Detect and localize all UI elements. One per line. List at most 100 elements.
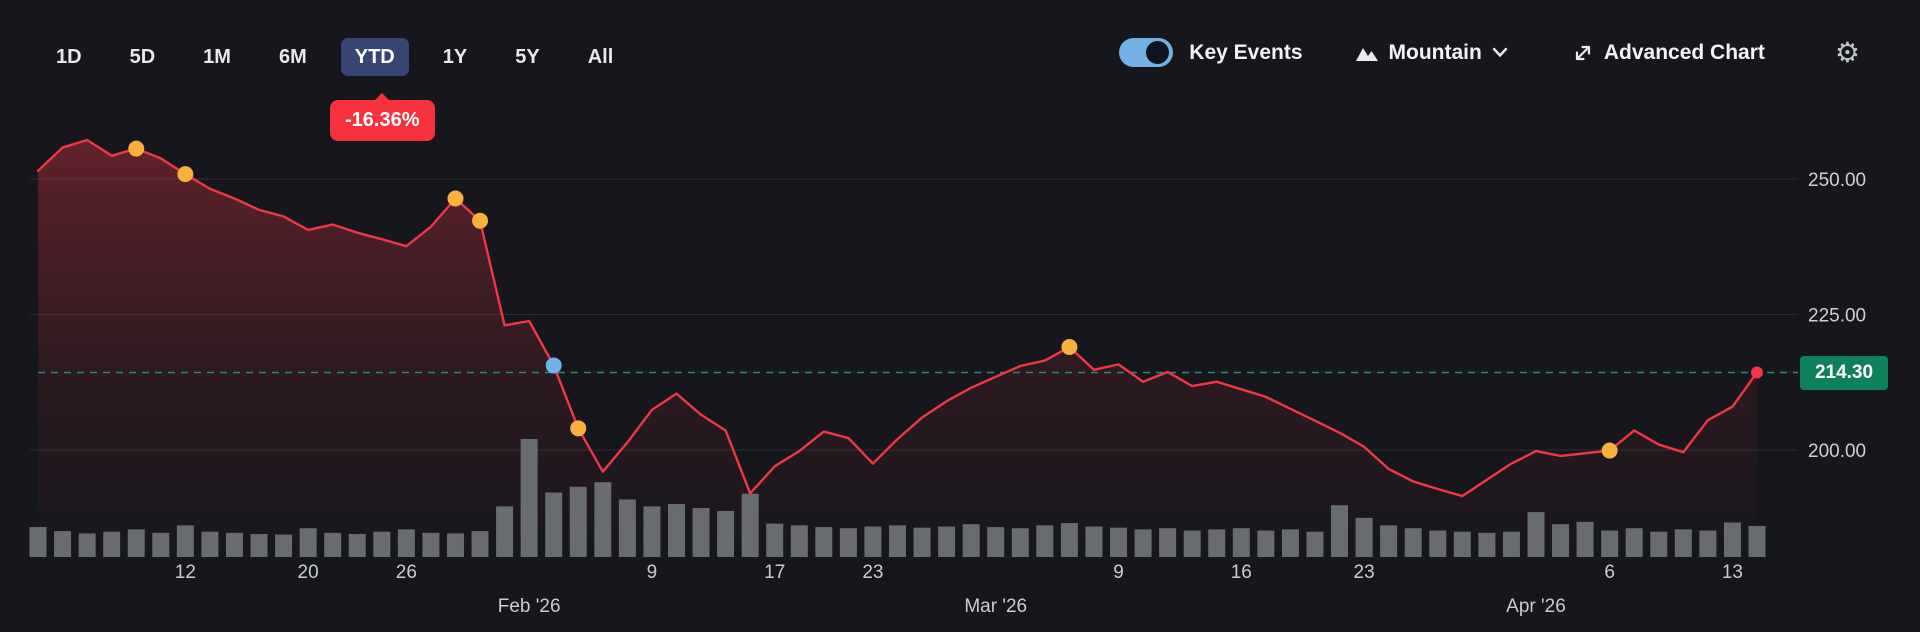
volume-bar (889, 525, 906, 557)
volume-bar (1576, 521, 1594, 557)
volume-bar (790, 525, 808, 557)
volume-bar (913, 527, 931, 557)
volume-bar (225, 532, 243, 557)
x-axis-label: 16 (1231, 562, 1252, 583)
volume-bar (1085, 526, 1103, 557)
volume-bar (1723, 522, 1741, 557)
x-axis-label: 9 (647, 562, 658, 583)
volume-bar (1527, 512, 1545, 557)
volume-bar (1429, 530, 1447, 557)
x-axis-label: 23 (862, 562, 883, 583)
volume-bar (299, 528, 317, 557)
volume-bar (741, 493, 759, 557)
y-axis-label: 250.00 (1808, 170, 1866, 191)
range-1d-button[interactable]: 1D (42, 38, 96, 76)
volume-bar (1257, 530, 1275, 557)
volume-bar (1183, 530, 1201, 557)
volume-bar (864, 526, 882, 557)
volume-bar (1011, 528, 1029, 557)
volume-bar (545, 492, 563, 557)
volume-bar (1625, 528, 1643, 557)
volume-bar (717, 510, 735, 557)
volume-bar (962, 524, 980, 557)
volume-bar (1208, 529, 1226, 557)
x-axis-label: 13 (1722, 562, 1743, 583)
volume-bar (938, 526, 956, 557)
volume-bar (373, 531, 391, 557)
chart-type-dropdown[interactable]: Mountain (1355, 41, 1508, 65)
toggle-knob (1146, 41, 1170, 64)
price-line (36, 138, 1759, 498)
y-axis-label: 225.00 (1808, 306, 1866, 327)
range-6m-button[interactable]: 6M (265, 38, 321, 76)
ytd-change-badge: -16.36% (330, 93, 435, 141)
price-area-fill (38, 139, 1757, 557)
volume-bar (29, 527, 47, 557)
range-5d-button[interactable]: 5D (116, 38, 170, 76)
volume-bar (1281, 529, 1299, 557)
x-axis-label: 9 (1113, 562, 1124, 583)
volume-bar (176, 525, 194, 557)
volume-bar (987, 527, 1005, 557)
volume-bar (1380, 525, 1398, 557)
key-event-dot-yellow[interactable] (570, 420, 587, 437)
volume-bar (815, 527, 833, 557)
chart-type-label: Mountain (1388, 40, 1482, 64)
range-1m-button[interactable]: 1M (189, 38, 245, 76)
key-event-dot-yellow[interactable] (1601, 442, 1618, 459)
key-event-dot-yellow[interactable] (128, 140, 145, 157)
x-axis-month-label: Feb '26 (498, 596, 561, 617)
volume-bar (1502, 531, 1520, 557)
volume-bar (618, 499, 636, 557)
volume-bar (1060, 523, 1078, 557)
volume-bar (1036, 525, 1054, 557)
volume-bar (152, 532, 170, 557)
x-axis-label: 23 (1354, 562, 1375, 583)
y-axis-label: 200.00 (1808, 441, 1866, 462)
key-events-toggle[interactable] (1119, 38, 1174, 67)
volume-bar (1232, 528, 1250, 557)
advanced-chart-button[interactable]: Advanced Chart (1572, 41, 1765, 65)
key-events-label: Key Events (1189, 40, 1303, 64)
key-event-dot-yellow[interactable] (447, 190, 464, 207)
volume-bar (1674, 529, 1692, 557)
current-price-badge: 214.30 (1800, 356, 1888, 390)
last-price-dot (1751, 366, 1763, 379)
key-event-dot-yellow[interactable] (177, 166, 194, 183)
key-event-dot-yellow[interactable] (472, 212, 489, 229)
volume-bar (1601, 530, 1619, 557)
volume-bar (594, 482, 612, 557)
volume-bar (1134, 529, 1152, 557)
volume-bar (1478, 532, 1496, 557)
volume-bar (397, 529, 415, 557)
settings-gear-icon[interactable]: ⚙ (1834, 36, 1860, 68)
x-axis-label: 26 (396, 562, 417, 583)
volume-bar (422, 532, 440, 557)
volume-bar (54, 531, 72, 557)
volume-bar (324, 532, 342, 557)
volume-bar (496, 506, 514, 557)
range-ytd-button[interactable]: YTD (340, 38, 409, 76)
volume-bar (1331, 505, 1349, 557)
expand-arrow-icon (1572, 42, 1594, 64)
range-all-button[interactable]: All (574, 38, 628, 76)
volume-bar (569, 486, 587, 557)
volume-bar (1306, 531, 1324, 557)
volume-bar (1552, 524, 1570, 557)
range-1y-button[interactable]: 1Y (429, 38, 481, 76)
volume-bar (839, 528, 857, 557)
volume-bar (103, 531, 121, 557)
volume-bar (643, 506, 661, 557)
x-axis-label: 12 (175, 562, 196, 583)
volume-bar (250, 533, 268, 557)
volume-bar (348, 533, 366, 557)
key-event-dot-yellow[interactable] (1061, 339, 1078, 356)
mountain-chart-icon (1355, 44, 1379, 62)
key-event-dot-blue[interactable] (545, 357, 562, 374)
x-axis-month-label: Mar '26 (964, 596, 1027, 617)
chevron-down-icon (1492, 47, 1508, 58)
range-5y-button[interactable]: 5Y (501, 38, 553, 76)
time-range-selector: 1D 5D 1M 6M YTD 1Y 5Y All (42, 38, 627, 76)
volume-bar (446, 533, 464, 557)
